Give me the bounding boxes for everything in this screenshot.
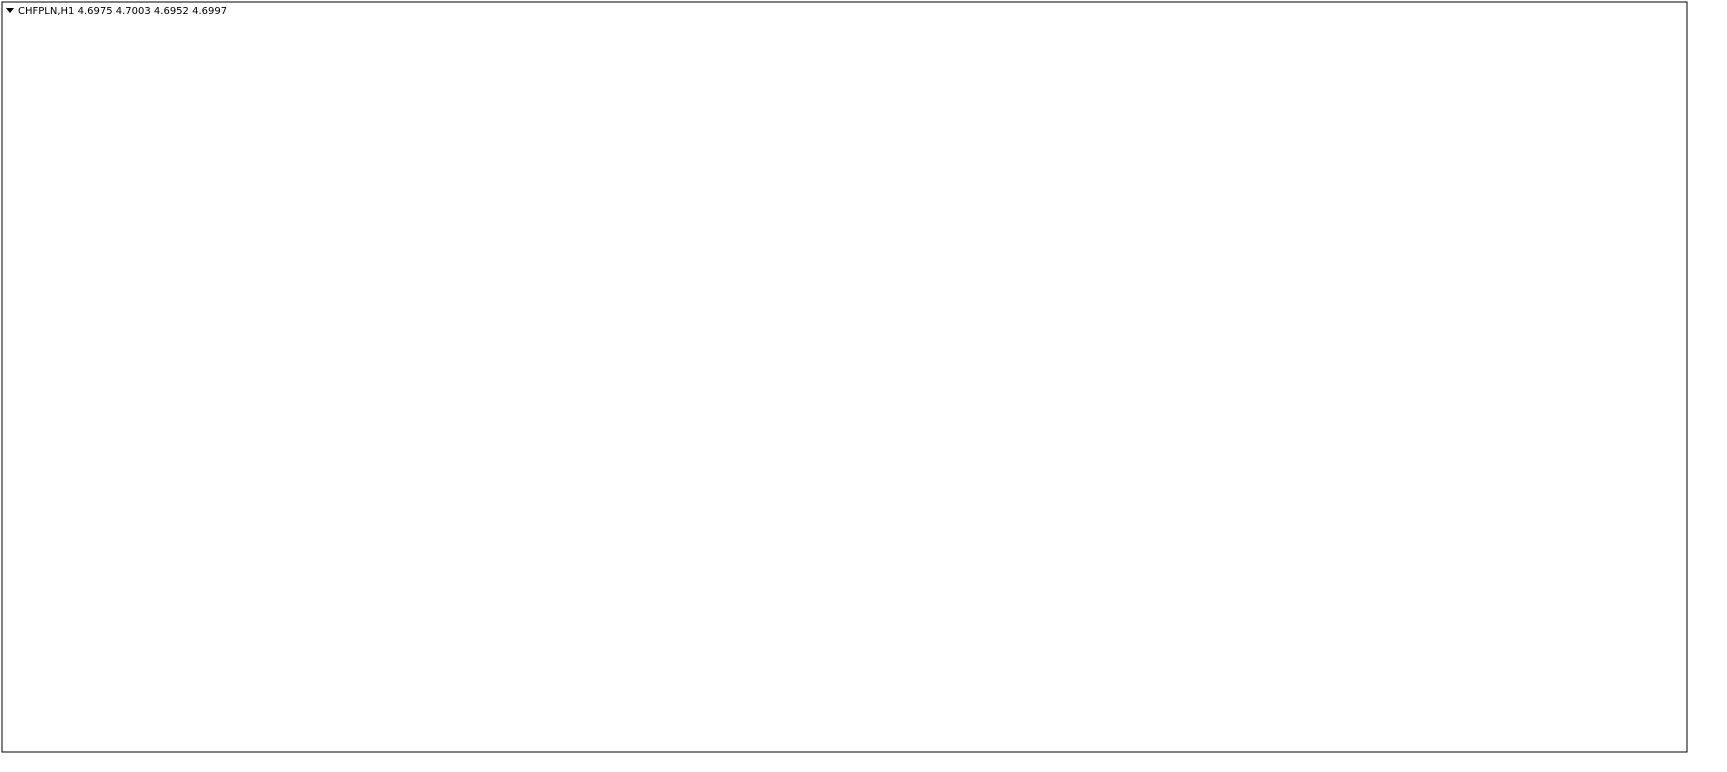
menu-arrow (6, 8, 14, 13)
plot-frame (1, 1, 1688, 753)
chart-title: CHFPLN,H1 4.6975 4.7003 4.6952 4.6997 (18, 6, 227, 17)
